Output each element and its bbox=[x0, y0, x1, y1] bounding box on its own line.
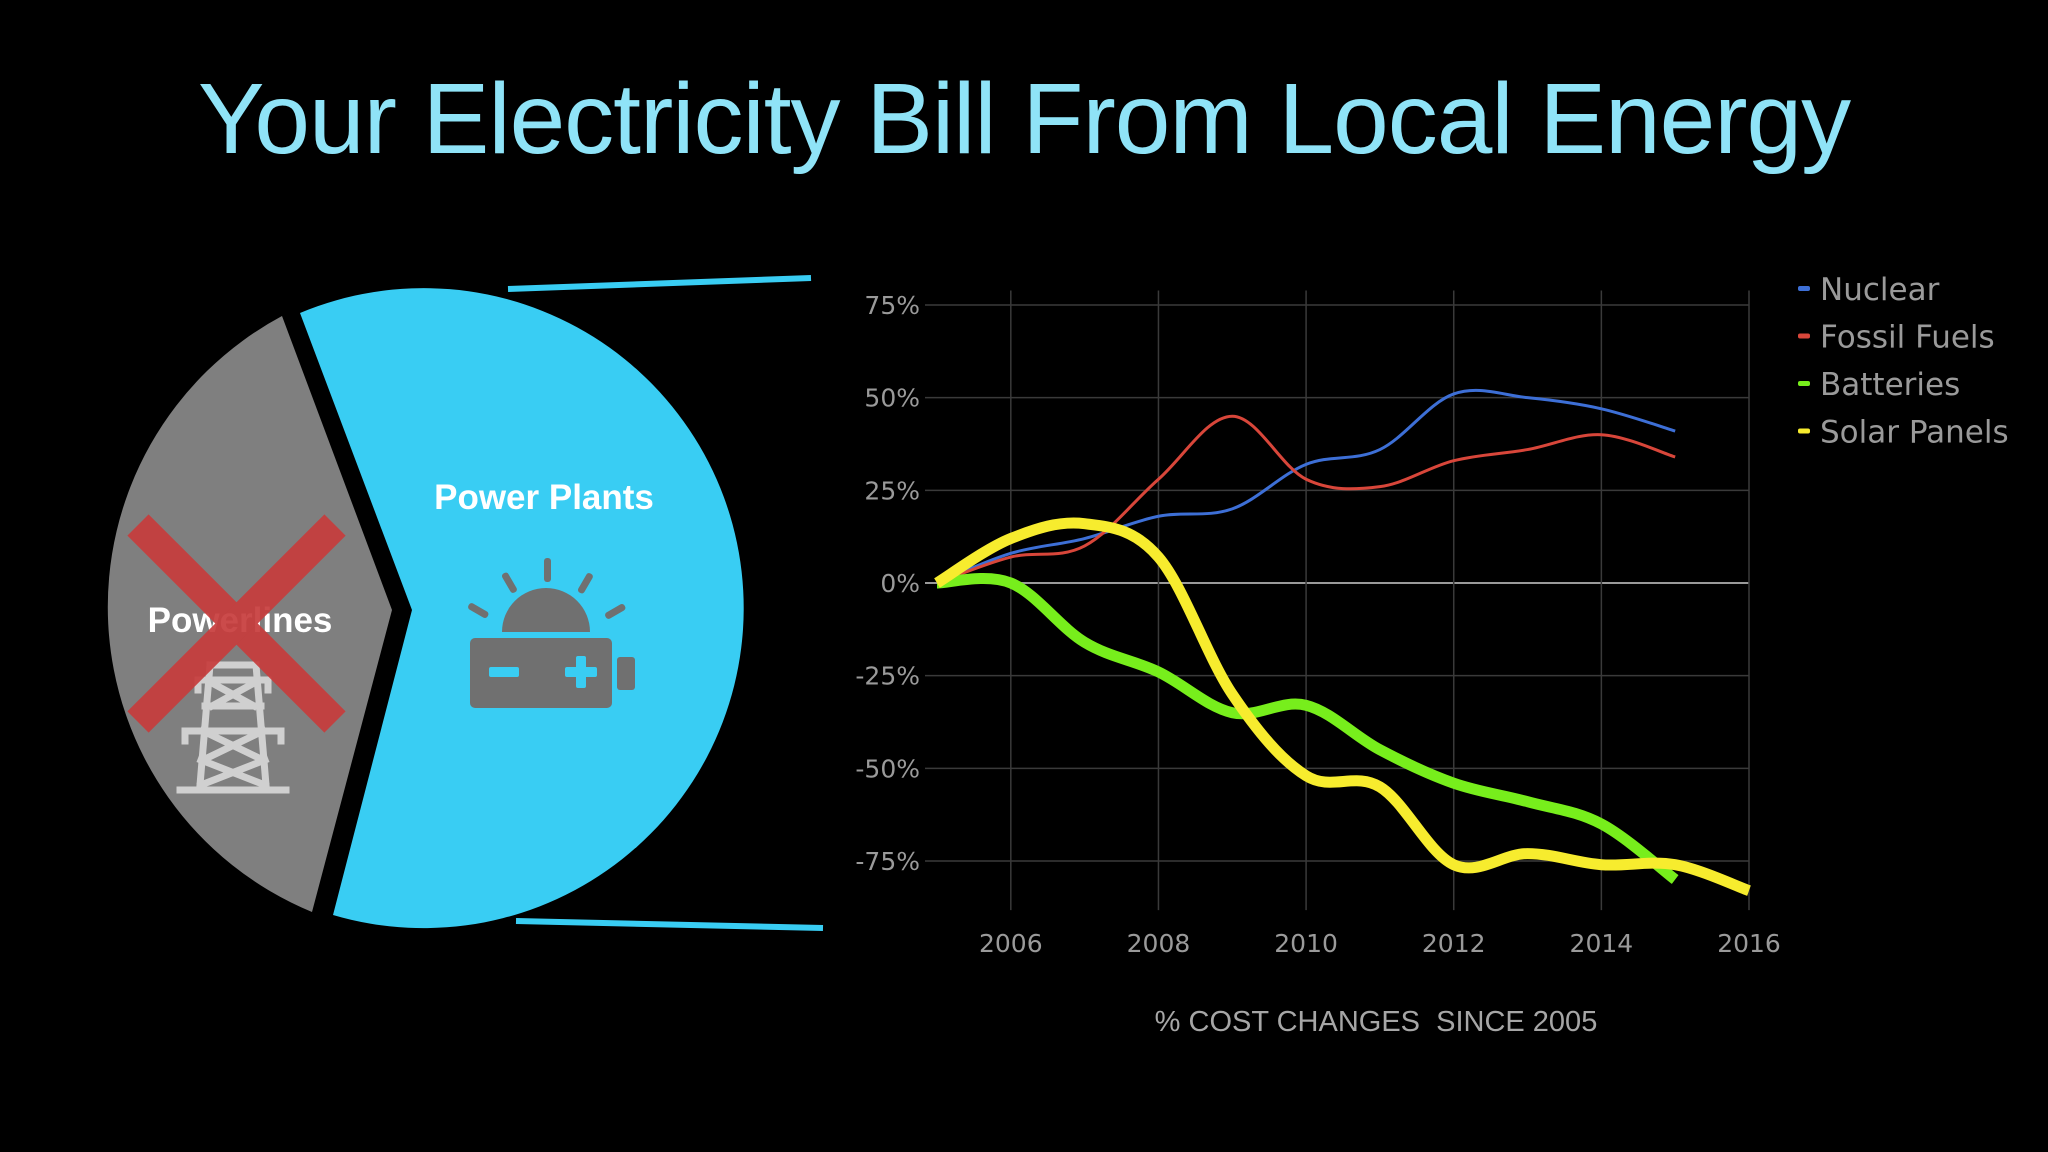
y-tick-label: 0% bbox=[880, 569, 920, 598]
legend-swatch bbox=[1798, 286, 1810, 291]
solar-battery-icon bbox=[468, 558, 635, 708]
legend-label: Solar Panels bbox=[1820, 415, 2009, 451]
y-tick-label: 75% bbox=[864, 291, 920, 320]
legend-label: Nuclear bbox=[1820, 272, 1940, 308]
connector-line-bottom bbox=[515, 918, 824, 931]
series-line-batteries bbox=[936, 573, 1679, 884]
transmission-tower-icon bbox=[176, 661, 290, 794]
x-tick-label: 2010 bbox=[1274, 929, 1338, 958]
legend-label: Batteries bbox=[1820, 367, 1960, 403]
legend-label: Fossil Fuels bbox=[1820, 320, 1995, 356]
x-tick-label: 2008 bbox=[1127, 929, 1191, 958]
y-tick-label: 25% bbox=[864, 476, 920, 505]
chart-legend: Nuclear Fossil Fuels Batteries Solar Panels bbox=[1798, 272, 2009, 451]
x-tick-label: 2006 bbox=[979, 929, 1043, 958]
y-tick-label: -50% bbox=[855, 754, 920, 783]
legend-swatch bbox=[1798, 333, 1810, 339]
x-tick-label: 2016 bbox=[1717, 929, 1781, 958]
series-line-nuclear bbox=[936, 388, 1676, 585]
y-axis-ticks: 75% 50% 25% 0% -25% -50% -75% bbox=[855, 291, 920, 876]
pie-diagram: Powerlines Power Plants bbox=[107, 275, 824, 931]
x-axis-label: % COST CHANGES SINCE 2005 bbox=[1155, 1006, 1598, 1038]
legend-swatch bbox=[1798, 381, 1810, 386]
series-line-fossil-fuels bbox=[936, 414, 1676, 585]
chart-grid bbox=[925, 290, 1750, 911]
chart-series bbox=[934, 388, 1751, 896]
line-chart: 75% 50% 25% 0% -25% -50% -75% 2006 2008 2010 2012… bbox=[855, 272, 2008, 1038]
pie-label-power-plants: Power Plants bbox=[434, 478, 654, 517]
cross-out-icon bbox=[127, 514, 346, 733]
series-line-solar-panels bbox=[934, 517, 1751, 896]
x-tick-label: 2012 bbox=[1422, 929, 1486, 958]
slide-title: Your Electricity Bill From Local Energy bbox=[197, 63, 1851, 175]
y-tick-label: 50% bbox=[864, 384, 920, 413]
connector-line-top bbox=[507, 275, 812, 292]
legend-swatch bbox=[1798, 428, 1810, 434]
y-tick-label: -25% bbox=[855, 662, 920, 691]
y-tick-label: -75% bbox=[855, 847, 920, 876]
x-axis-ticks: 2006 2008 2010 2012 2014 2016 bbox=[979, 929, 1781, 958]
x-tick-label: 2014 bbox=[1570, 929, 1634, 958]
